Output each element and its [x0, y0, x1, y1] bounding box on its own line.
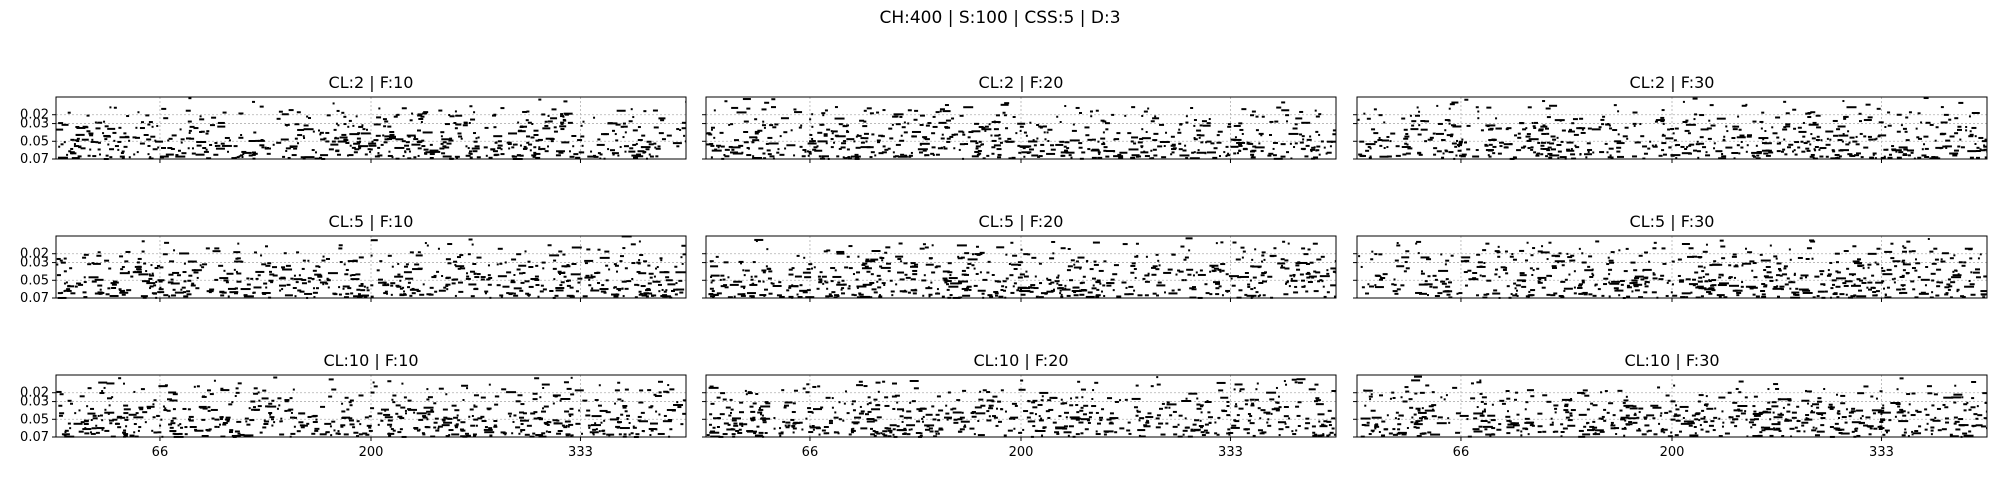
y-tick-label: 0.03: [20, 395, 49, 410]
subplot-title: CL:2 | F:30: [1630, 73, 1715, 92]
subplot-panel: CL:5 | F:20: [702, 212, 1337, 302]
subplot-title: CL:2 | F:20: [979, 73, 1064, 92]
y-tick-label: 0.05: [20, 134, 49, 149]
y-tick-label: 0.07: [20, 152, 49, 167]
subplot-title: CL:2 | F:10: [329, 73, 414, 92]
subplot-panel: CL:2 | F:30: [1353, 73, 1988, 163]
subplot-title: CL:5 | F:30: [1630, 212, 1715, 231]
y-tick-label: 0.07: [20, 291, 49, 306]
y-tick-label: 0.02: [20, 108, 49, 123]
x-tick-label: 200: [359, 445, 384, 460]
subplot-panel: CL:2 | F:20: [702, 73, 1337, 163]
y-tick-label: 0.02: [20, 247, 49, 262]
subplot-title: CL:5 | F:20: [979, 212, 1064, 231]
subplot-panel: CL:2 | F:10 0.020.03 0.05 0.07: [20, 73, 687, 167]
y-tick-label: 0.05: [20, 273, 49, 288]
subplot-panel: CL:10 | F:10 0.020.03 0.05 0.07 66 200 333: [20, 351, 687, 460]
y-tick-label: 0.07: [20, 430, 49, 445]
subplot-title: CL:10 | F:10: [323, 351, 418, 370]
subplot-panel: CL:5 | F:30: [1353, 212, 1988, 302]
figure-title: CH:400 | S:100 | CSS:5 | D:3: [879, 8, 1121, 28]
x-tick-label: 333: [568, 445, 593, 460]
y-tick-label: 0.05: [20, 412, 49, 427]
subplot-panel: CL:5 | F:10 0.020.03 0.05 0.07: [20, 212, 687, 306]
x-tick-label: 66: [152, 445, 169, 460]
y-tick-label: 0.02: [20, 386, 49, 401]
subplot-title: CL:5 | F:10: [329, 212, 414, 231]
y-tick-label: 0.03: [20, 256, 49, 271]
y-tick-label: 0.03: [20, 117, 49, 132]
